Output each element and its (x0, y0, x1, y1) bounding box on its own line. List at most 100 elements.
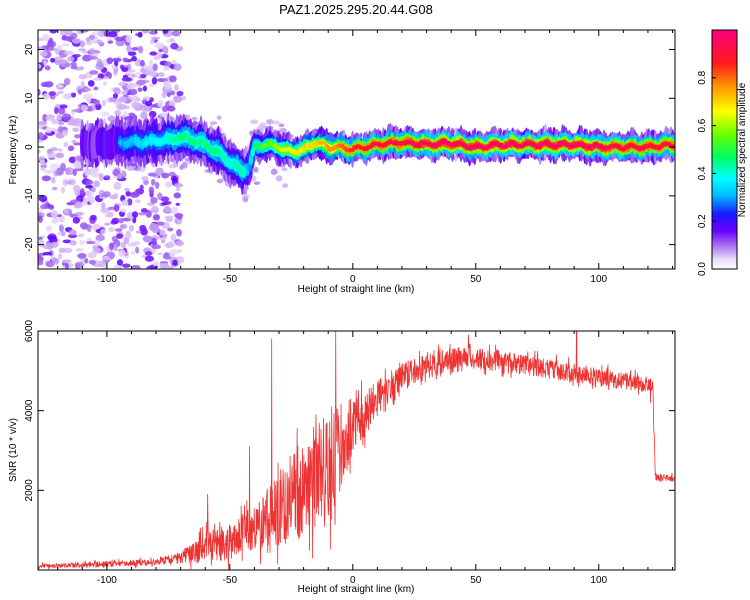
spectrogram-speckle (144, 251, 153, 256)
spectrogram-speckle (141, 30, 150, 34)
spectrogram-speckle (39, 159, 46, 166)
spectrogram-xtick-label: 0 (350, 274, 356, 285)
spectrogram-speckle (61, 129, 69, 137)
spectrogram-speckle (51, 186, 58, 191)
spectrogram-speckle (143, 179, 149, 186)
spectrogram-speckle (137, 87, 143, 92)
spectrogram-speckle (116, 259, 124, 267)
spectrogram-speckle (169, 75, 177, 83)
spectrogram-speckle (77, 253, 87, 259)
spectrogram-speckle (149, 83, 155, 88)
spectrogram-speckle (57, 44, 63, 51)
spectrogram-speckle (135, 246, 140, 254)
spectrogram-speckle (164, 181, 173, 188)
spectrogram-speckle (67, 145, 75, 152)
spectrogram-speckle (61, 230, 66, 237)
spectrogram-xtick-label: 50 (470, 274, 482, 285)
spectrogram-speckle (88, 195, 96, 204)
spectrogram-speckle (123, 236, 130, 245)
spectrogram-speckle (156, 192, 163, 201)
spectrogram-speckle (114, 228, 123, 232)
spectrogram-speckle (48, 91, 57, 96)
spectrogram-speckle (85, 184, 94, 189)
spectrogram-ytick-label: 20 (24, 44, 35, 56)
spectrogram-speckle (106, 36, 113, 41)
spectrogram-speckle (70, 61, 77, 67)
spectrogram-speckle (162, 30, 169, 34)
spectrogram-speckle (78, 74, 87, 80)
spectrogram-speckle (112, 93, 119, 99)
spectrogram-speckle (166, 38, 177, 44)
spectrogram-speckle (164, 215, 174, 220)
spectrogram-speckle (136, 79, 146, 86)
spectrogram-speckle (56, 84, 64, 88)
spectrogram-speckle (114, 109, 122, 117)
spectrogram-speckle (131, 47, 139, 51)
spectrogram-speckle (38, 131, 44, 139)
spectrogram-speckle (121, 77, 132, 82)
spectrogram-speckle (145, 65, 154, 71)
spectrogram-speckle (104, 222, 110, 226)
spectrogram-speckle (38, 63, 42, 69)
spectrogram-speckle (122, 263, 131, 268)
spectrogram-speckle (92, 52, 98, 57)
spectrogram-speckle (162, 91, 168, 98)
spectrogram-speckle (93, 180, 101, 188)
spectrogram-speckle (160, 196, 170, 202)
spectrogram-ridge-cell (250, 148, 256, 157)
spectrogram-speckle (164, 81, 172, 90)
spectrogram-speckle (72, 216, 81, 224)
spectrogram-speckle (40, 81, 49, 88)
spectrogram-speckle (140, 228, 149, 236)
snr-xtick-label: -100 (97, 575, 117, 586)
spectrogram-speckle (216, 115, 222, 120)
spectrogram-speckle (127, 88, 138, 96)
spectrogram-speckle (163, 66, 170, 71)
spectrogram-speckle (63, 247, 73, 254)
spectrogram-speckle (106, 57, 113, 65)
spectrogram-speckle (106, 245, 111, 252)
spectrogram-speckle (272, 120, 281, 125)
spectrogram-speckle (57, 121, 65, 126)
spectrogram-speckle (61, 259, 72, 264)
spectrogram-speckle (170, 90, 175, 96)
spectrogram-speckle (154, 170, 162, 175)
spectrogram-speckle (55, 116, 62, 120)
spectrogram-speckle (176, 229, 182, 237)
spectrogram-speckle (164, 242, 174, 249)
spectrogram-speckle (86, 40, 93, 46)
spectrogram-speckle (115, 36, 125, 42)
spectrogram-speckle (70, 65, 78, 70)
spectrogram-speckle (64, 93, 72, 100)
spectrogram-speckle (133, 241, 141, 245)
spectrogram-speckle (73, 161, 83, 169)
spectrogram-speckle (168, 164, 176, 169)
spectrogram-speckle (145, 100, 153, 107)
spectrogram-speckle (141, 254, 147, 259)
spectrogram-speckle (69, 240, 77, 246)
spectrogram-ytick-label: -20 (24, 237, 35, 252)
spectrogram-speckle (42, 34, 50, 42)
spectrogram-speckle (149, 223, 159, 231)
spectrogram-speckle (109, 243, 114, 251)
spectrogram-speckle (111, 64, 117, 70)
spectrogram-speckle (113, 182, 122, 190)
spectrogram-speckle (42, 114, 48, 122)
spectrogram-speckle (111, 217, 120, 225)
spectrogram-speckle (139, 184, 144, 191)
snr-ylabel: SNR (10 * v/v) (8, 418, 19, 482)
snr-ytick-label: 2000 (24, 479, 35, 502)
spectrogram-speckle (59, 104, 68, 109)
spectrogram-speckle (51, 176, 56, 184)
spectrogram-speckle (38, 139, 44, 143)
spectrogram-speckle (50, 210, 59, 218)
spectrogram-speckle (68, 156, 77, 164)
spectrogram-speckle (73, 184, 81, 193)
spectrogram-speckle (168, 101, 176, 106)
spectrogram-speckle (120, 170, 126, 177)
spectrogram-speckle (79, 222, 88, 229)
spectrogram-speckle (141, 176, 149, 181)
spectrogram-speckle (142, 235, 153, 243)
